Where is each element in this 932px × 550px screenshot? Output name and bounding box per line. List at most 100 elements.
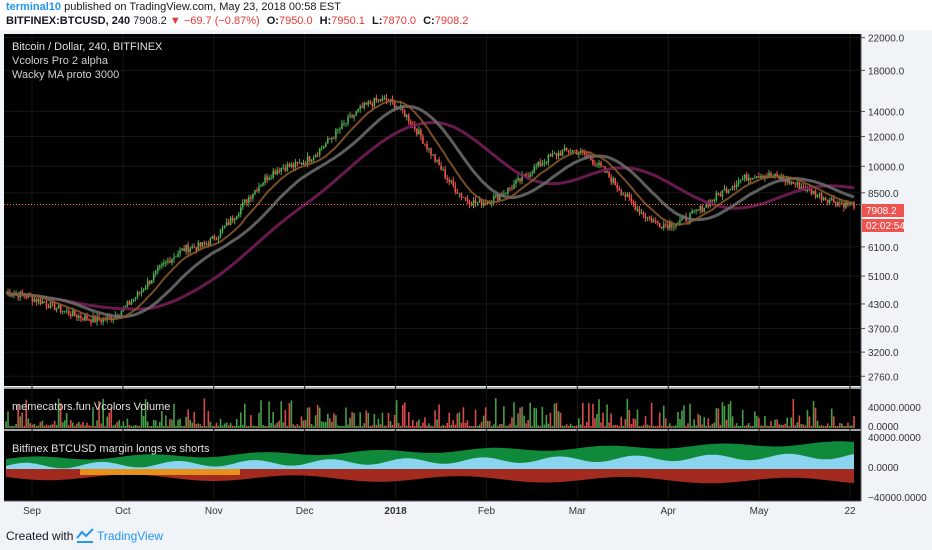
volume-bar (472, 425, 475, 428)
candle-body (84, 315, 86, 321)
price-pane[interactable] (4, 34, 861, 386)
volume-bar (179, 418, 181, 428)
volume-bar (361, 425, 364, 428)
candle-body (201, 242, 204, 247)
volume-bar (525, 423, 527, 428)
volume-bar (533, 407, 536, 428)
volume-bar (308, 407, 311, 428)
volume-bar (7, 411, 9, 428)
candle-body (697, 210, 699, 211)
candle-body (689, 213, 691, 222)
volume-bar (270, 422, 272, 428)
candle-body (557, 152, 560, 157)
candle-body (67, 310, 70, 315)
volume-bar (683, 405, 685, 428)
volume-bar (770, 421, 772, 428)
candle-body (432, 154, 434, 156)
volume-bar (414, 425, 416, 428)
chart-area[interactable]: 22000.0 18000.0 14000.0 12000.0 10000.0 8500.… (0, 32, 932, 520)
candle-body (845, 201, 847, 208)
volume-bar (537, 425, 540, 428)
candle-body (584, 151, 586, 155)
candle-body (650, 218, 653, 223)
symbol-label: BITFINEX:BTCUSD, 240 (6, 15, 131, 27)
volume-bar (464, 422, 467, 428)
volume-bar (820, 425, 823, 428)
volume-bar (618, 425, 621, 428)
candle-body (462, 197, 465, 198)
volume-bar (94, 425, 96, 428)
candle-body (333, 137, 335, 139)
candle-body (679, 219, 681, 223)
volume-bar (329, 418, 331, 428)
volume-bar (594, 418, 596, 428)
volume-bar (420, 425, 422, 428)
price-chart[interactable]: 22000.0 18000.0 14000.0 12000.0 10000.0 8500.… (0, 32, 932, 520)
candle-body (531, 173, 534, 175)
volume-bar (118, 419, 121, 428)
volume-bar (606, 404, 608, 428)
volume-bar (579, 424, 582, 428)
volume-bar (92, 407, 94, 428)
volume-bar (124, 425, 127, 428)
candle-body (438, 159, 440, 166)
candle-body (652, 220, 655, 223)
candle-body (567, 150, 570, 153)
candle-body (288, 164, 291, 167)
volume-bar (590, 426, 592, 428)
candle-body (294, 161, 297, 168)
candle-body (405, 115, 408, 117)
candle-body (207, 243, 210, 246)
candle-body (298, 162, 301, 164)
candle-body (146, 281, 149, 288)
candle-body (816, 194, 819, 197)
volume-bar (132, 425, 135, 428)
candle-body (351, 115, 353, 118)
volume-bar (541, 406, 544, 428)
volume-bar (260, 400, 262, 428)
volume-bar (640, 426, 643, 428)
candle-body (454, 185, 457, 193)
volume-bar (733, 425, 736, 428)
candle-body (80, 315, 82, 319)
candle-body (148, 281, 151, 284)
volume-bar (438, 404, 440, 428)
volume-bar (636, 409, 639, 428)
candle-body (519, 178, 521, 182)
candle-body (832, 198, 835, 203)
volume-bar (776, 419, 778, 428)
candle-body (96, 316, 98, 322)
candle-body (669, 223, 671, 229)
volume-bar (128, 424, 131, 428)
volume-bar (632, 418, 635, 428)
volume-bar (654, 425, 657, 428)
volume-bar (181, 425, 183, 428)
chart-header: terminal10 published on TradingView.com,… (0, 0, 932, 30)
candle-body (741, 178, 744, 180)
candle-body (521, 174, 523, 182)
candle-body (65, 310, 68, 312)
ma-fast-line (5, 99, 855, 321)
candle-body (353, 114, 355, 118)
volume-bar (326, 413, 329, 428)
price-change: −69.7 (−0.87%) (183, 15, 260, 27)
tradingview-brand-link[interactable]: TradingView (97, 529, 164, 543)
volume-bar (786, 417, 789, 428)
volume-bar (444, 425, 446, 428)
candle-body (130, 301, 133, 305)
low-value: 7870.0 (382, 15, 417, 27)
author-link[interactable]: terminal10 (6, 1, 62, 13)
volume-bar (318, 407, 321, 428)
candle-body (820, 193, 823, 200)
candle-body (183, 248, 185, 252)
volume-bar (624, 419, 627, 428)
candle-body (61, 311, 64, 313)
candle-body (711, 200, 714, 202)
volume-bar (511, 417, 513, 428)
volume-bar (841, 423, 843, 428)
candle-body (818, 193, 821, 195)
volume-bar (758, 417, 760, 428)
candle-body (634, 204, 637, 211)
time-tick-label: Mar (569, 506, 587, 517)
candle-body (468, 201, 471, 205)
